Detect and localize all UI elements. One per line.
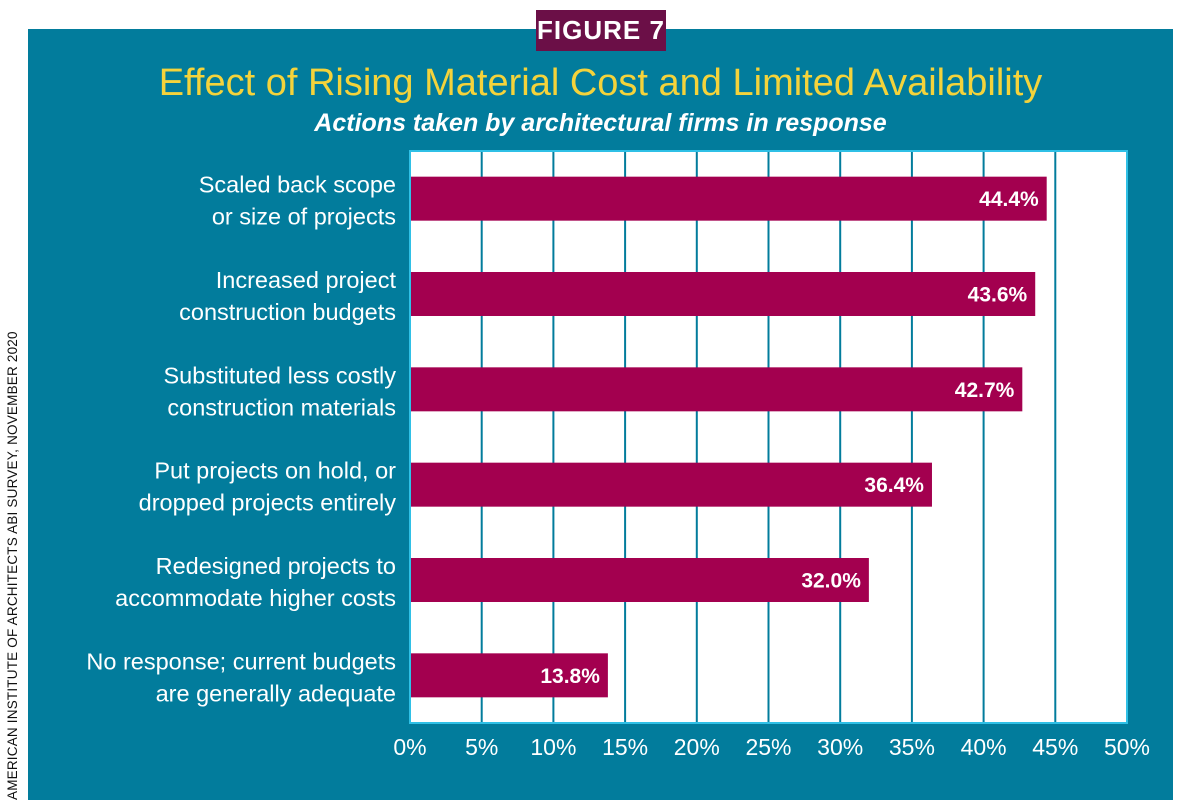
category-labels: Scaled back scope or size of projects Incr… [86, 172, 396, 707]
figure-tag: FIGURE 7 [536, 10, 666, 51]
value-label: 43.6% [968, 284, 1028, 307]
value-label: 44.4% [979, 188, 1039, 211]
category-label: Redesigned projects to [156, 553, 396, 579]
x-tick-label: 30% [817, 734, 863, 760]
chart-title: Effect of Rising Material Cost and Limit… [158, 62, 1043, 104]
category-label: Increased project [216, 267, 397, 293]
x-tick-label: 25% [745, 734, 791, 760]
bar [410, 462, 932, 507]
bar [410, 653, 608, 698]
bars: 44.4% 43.6% 42.7% 36.4% 32.0% 13.8% [410, 176, 1047, 698]
value-label: 13.8% [540, 665, 600, 688]
x-tick-label: 15% [602, 734, 648, 760]
bar [410, 272, 1036, 316]
category-label: or size of projects [212, 204, 396, 230]
x-tick-label: 35% [889, 734, 935, 760]
value-label: 32.0% [801, 570, 861, 593]
category-label: Scaled back scope [199, 172, 396, 198]
category-label: construction budgets [179, 299, 396, 325]
x-tick-label: 10% [530, 734, 576, 760]
value-label: 42.7% [955, 379, 1015, 402]
x-tick-label: 50% [1104, 734, 1150, 760]
plot-border [409, 150, 1128, 724]
chart-subtitle: Actions taken by architectural firms in … [314, 109, 887, 137]
bar [410, 558, 869, 602]
category-label: Put projects on hold, or [154, 458, 396, 484]
gridlines [480, 151, 1057, 723]
x-tick-label: 0% [393, 734, 426, 760]
category-label: accommodate higher costs [115, 585, 396, 611]
value-label: 36.4% [864, 474, 924, 497]
category-label: dropped projects entirely [139, 490, 397, 516]
category-label: No response; current budgets [86, 648, 396, 674]
category-label: construction materials [167, 394, 396, 420]
category-label: are generally adequate [156, 680, 396, 706]
x-tick-label: 45% [1032, 734, 1078, 760]
bar [410, 176, 1047, 221]
x-tick-label: 40% [961, 734, 1007, 760]
x-tick-label: 5% [465, 734, 498, 760]
bar [410, 367, 1023, 412]
x-axis-ticks: 0% 5% 10% 15% 20% 25% 30% 35% 40% 45% 50% [393, 734, 1150, 760]
x-tick-label: 20% [674, 734, 720, 760]
category-label: Substituted less costly [164, 362, 397, 388]
